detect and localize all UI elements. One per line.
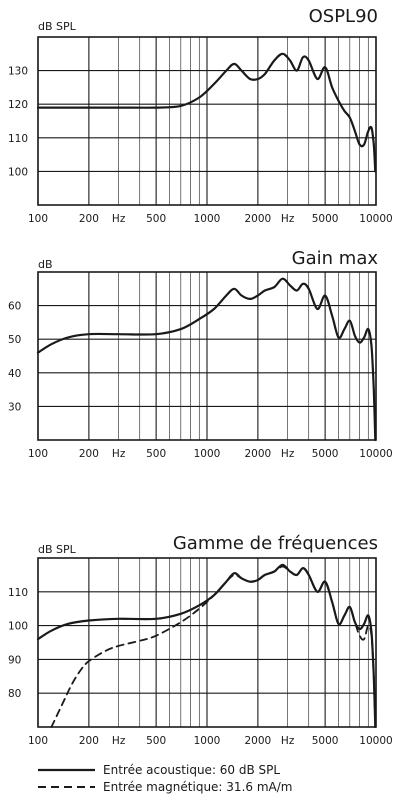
y-tick-label: 120 xyxy=(8,99,28,111)
x-tick-label: 100 xyxy=(28,448,48,460)
x-tick-label: Hz xyxy=(112,735,126,747)
y-tick-label: 110 xyxy=(8,133,28,145)
legend-label-acoustic: Entrée acoustique: 60 dB SPL xyxy=(103,763,280,777)
x-tick-label: 5000 xyxy=(312,735,339,747)
y-tick-label: 90 xyxy=(8,654,21,666)
y-axis-label: dB SPL xyxy=(38,543,77,556)
x-tick-label: 1000 xyxy=(194,735,221,747)
chart-title: Gain max xyxy=(292,248,379,269)
chart-title: Gamme de fréquences xyxy=(173,533,378,554)
y-tick-label: 30 xyxy=(8,401,21,413)
x-tick-label: 2000 xyxy=(245,735,272,747)
x-tick-label: 200 xyxy=(79,448,99,460)
x-tick-label: 10000 xyxy=(359,735,392,747)
x-tick-label: 2000 xyxy=(245,213,272,225)
x-tick-label: Hz xyxy=(281,735,295,747)
x-tick-label: 500 xyxy=(146,448,166,460)
series-line-acoustic xyxy=(36,277,377,442)
x-tick-label: 200 xyxy=(79,213,99,225)
x-tick-label: 10000 xyxy=(359,213,392,225)
y-tick-label: 100 xyxy=(8,166,28,178)
chart-ospl90: OSPL90 dB SPL 100 110 120 130 100 200 Hz 500 100… xyxy=(8,6,393,225)
legend: Entrée acoustique: 60 dB SPL Entrée magn… xyxy=(38,763,292,794)
y-tick-label: 110 xyxy=(8,587,28,599)
x-tick-label: 1000 xyxy=(194,448,221,460)
y-tick-label: 130 xyxy=(8,66,28,78)
plot-frame xyxy=(37,557,377,728)
x-tick-label: 100 xyxy=(28,213,48,225)
chart-frequency-range: Gamme de fréquences dB SPL 80 90 100 110 100… xyxy=(8,533,393,747)
y-tick-label: 50 xyxy=(8,334,21,346)
x-tick-label: Hz xyxy=(281,448,295,460)
y-tick-label: 40 xyxy=(8,368,21,380)
y-tick-label: 80 xyxy=(8,688,21,700)
y-tick-label: 100 xyxy=(8,621,28,633)
x-tick-label: 100 xyxy=(28,735,48,747)
y-tick-label: 60 xyxy=(8,301,21,313)
plot-frame xyxy=(37,271,377,441)
y-axis-label: dB SPL xyxy=(38,20,77,33)
chart-title: OSPL90 xyxy=(309,6,378,27)
x-tick-label: Hz xyxy=(112,213,126,225)
x-tick-label: Hz xyxy=(281,213,295,225)
series-line-acoustic xyxy=(36,52,377,173)
chart-gain-max: Gain max dB 30 40 50 60 100 200 Hz 500 1000 2000 H… xyxy=(8,248,393,460)
x-tick-label: 1000 xyxy=(194,213,221,225)
legend-label-magnetic: Entrée magnétique: 31.6 mA/m xyxy=(103,780,292,794)
x-tick-label: 500 xyxy=(146,213,166,225)
x-tick-label: 5000 xyxy=(312,448,339,460)
series-line-magnetic xyxy=(50,565,377,728)
x-tick-label: 200 xyxy=(79,735,99,747)
x-tick-label: 10000 xyxy=(359,448,392,460)
x-tick-label: Hz xyxy=(112,448,126,460)
y-axis-label: dB xyxy=(38,258,53,271)
x-tick-label: 5000 xyxy=(312,213,339,225)
x-tick-label: 500 xyxy=(146,735,166,747)
plot-frame xyxy=(37,36,377,206)
x-tick-label: 2000 xyxy=(245,448,272,460)
